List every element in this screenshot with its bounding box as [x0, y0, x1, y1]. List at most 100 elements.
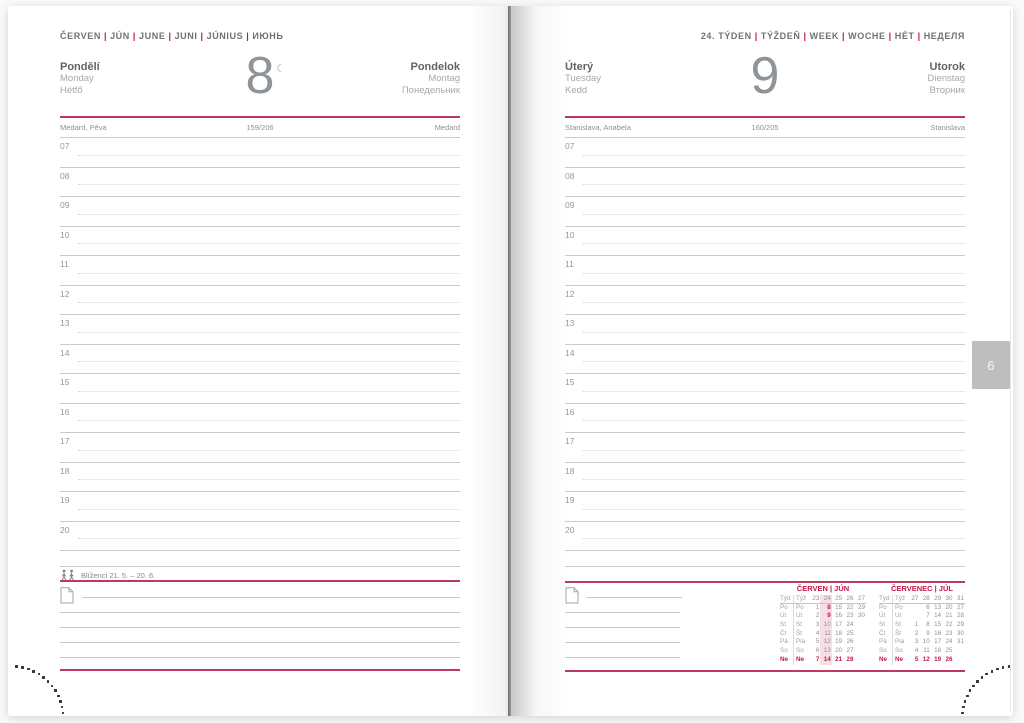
day-name-sub: Dienstag	[927, 73, 966, 84]
separator: |	[246, 31, 250, 41]
day-number: 8	[245, 47, 275, 105]
hour-row: 11	[60, 256, 460, 286]
hour-label: 07	[60, 141, 70, 151]
hour-writing-line	[583, 331, 965, 333]
calendar-week-number: 29	[930, 595, 943, 604]
zodiac-label: Blíženci 21. 5. – 20. 6.	[81, 571, 156, 580]
hour-label: 15	[565, 377, 575, 387]
gemini-icon	[61, 569, 75, 582]
calendar-day-label: So	[793, 647, 809, 656]
calendar-day: 11	[820, 629, 832, 639]
moon-phase-icon: ☾	[276, 63, 286, 75]
hour-label: 09	[565, 200, 575, 210]
hour-writing-line	[583, 184, 965, 185]
hour-row: 14	[565, 345, 965, 374]
calendar-day: 30	[857, 612, 865, 620]
calendar-day-label: Ne	[892, 655, 908, 665]
hour-writing-line	[78, 508, 460, 510]
calendar-week-number: 25	[831, 595, 844, 604]
day-name-sub: Вторник	[929, 85, 965, 96]
hour-row: 10	[60, 227, 460, 256]
hour-row: 08	[565, 168, 965, 197]
calendar-day: 9	[926, 629, 930, 637]
month-name: JUNE	[139, 31, 166, 41]
week-name: WEEK	[809, 31, 839, 41]
hour-writing-line	[583, 243, 965, 244]
hour-schedule: 07 08 09 10 11 12 13 14 15 16 17 18 19 20	[565, 137, 965, 551]
calendar-day: 25	[846, 629, 854, 637]
book-spine	[508, 6, 511, 716]
hour-writing-line	[78, 449, 460, 451]
hour-label: 07	[565, 141, 575, 151]
calendar-day-label: Ut	[892, 612, 908, 622]
hour-row: 15	[60, 374, 460, 404]
hour-row: 18	[565, 463, 965, 492]
spine-shadow	[511, 6, 569, 716]
hour-writing-line	[583, 213, 965, 215]
hour-label: 09	[60, 200, 70, 210]
hour-row: 19	[60, 492, 460, 522]
calendar-day: 4	[914, 647, 919, 655]
calendar-day-label: So	[879, 647, 887, 655]
page-edge	[1010, 10, 1011, 712]
calendar-day-label: St	[892, 621, 908, 630]
perforation-dot	[1001, 666, 1005, 669]
calendar-day: 26	[945, 655, 953, 663]
hour-writing-line	[78, 243, 460, 244]
day-name-sub: Monday	[60, 73, 94, 84]
hour-row: 20	[60, 522, 460, 551]
calendar-day-label: Pá	[879, 638, 887, 646]
day-names-czech: Pondělí Monday Hétfő	[60, 61, 100, 97]
day-name-bold: Utorok	[929, 61, 965, 73]
page-bottom-rule	[565, 670, 965, 672]
perforation-dot	[61, 711, 65, 715]
hour-label: 16	[565, 406, 575, 417]
calendar-grid: Týd Týž 23 24 25 26 27 Po Po 1 8 15 22 29 Út Ut 2 9 16 23 30…	[780, 595, 866, 665]
perforation-dot	[32, 670, 35, 673]
nameday-slovak: Stanislava	[930, 123, 965, 132]
perforation-dot	[42, 676, 45, 679]
hour-row: 10	[565, 227, 965, 256]
header-rule	[60, 116, 460, 118]
calendar-day: 7	[926, 612, 930, 620]
hour-row: 14	[60, 345, 460, 374]
calendar-day	[908, 604, 919, 613]
notes-top-rule	[565, 581, 965, 583]
hour-row: 13	[60, 315, 460, 345]
calendar-week-number: 27	[908, 595, 920, 604]
hour-row: 18	[60, 463, 460, 492]
hour-label: 20	[565, 524, 575, 535]
nameday-czech: Stanislava, Anabela	[565, 123, 631, 132]
calendar-day: 1	[914, 621, 919, 629]
calendar-day-label: Po	[780, 603, 788, 611]
calendar-day: 11	[923, 647, 930, 655]
calendar-day-label: Po	[892, 603, 908, 613]
calendar-day: 13	[934, 603, 942, 611]
calendar-day: 3	[914, 638, 919, 646]
calendar-day: 14	[820, 655, 832, 665]
calendar-day: 30	[956, 629, 964, 637]
month-name: JÚNIUS	[206, 31, 244, 41]
day-name-bold: Pondělí	[60, 61, 100, 73]
calendar-day: 18	[934, 647, 942, 655]
hour-row: 12	[565, 286, 965, 315]
calendar-day: 6	[815, 647, 820, 655]
calendar-day	[954, 647, 965, 656]
perforation-dot	[50, 684, 54, 688]
calendar-day: 21	[945, 612, 953, 620]
calendar-day-label: Ut	[793, 612, 809, 622]
calendar-day: 3	[815, 621, 820, 629]
calendar-day: 26	[846, 638, 854, 646]
hour-label: 19	[60, 495, 70, 505]
calendar-day-label: Pá	[780, 638, 788, 646]
notes-line	[82, 597, 460, 598]
hour-label: 08	[565, 170, 575, 181]
separator: |	[803, 31, 807, 41]
hour-writing-line	[78, 302, 460, 303]
separator: |	[917, 31, 921, 41]
perforation-dot	[990, 670, 994, 673]
nameday-slovak: Medard	[434, 123, 460, 132]
perforation-dot	[996, 667, 999, 671]
calendar-day: 5	[914, 655, 919, 663]
day-name-sub: Tuesday	[565, 73, 602, 84]
